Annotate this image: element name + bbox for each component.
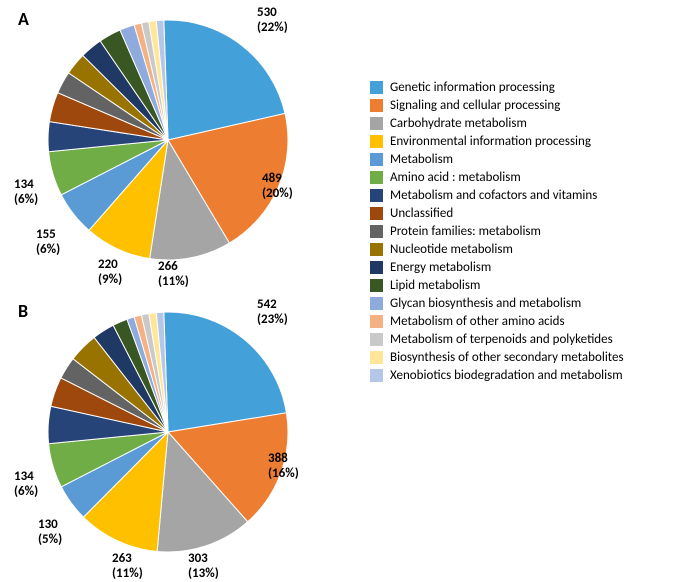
slice-callout: 263 (11%)	[112, 552, 143, 582]
legend-swatch	[370, 207, 383, 220]
slice-callout: 220 (9%)	[98, 258, 122, 288]
legend-label: Metabolism of terpenoids and polyketides	[390, 332, 613, 347]
legend-label: Nucleotide metabolism	[390, 242, 513, 257]
legend-swatch	[370, 189, 383, 202]
legend-label: Biosynthesis of other secondary metaboli…	[390, 350, 624, 365]
legend-swatch	[370, 81, 383, 94]
legend-swatch	[370, 369, 383, 382]
slice-callout: 303 (13%)	[188, 552, 219, 582]
legend-label: Glycan biosynthesis and metabolism	[390, 296, 581, 311]
legend-swatch	[370, 99, 383, 112]
legend-item: Metabolism of terpenoids and polyketides	[370, 332, 680, 347]
legend-item: Carbohydrate metabolism	[370, 116, 680, 131]
legend-label: Genetic information processing	[390, 80, 555, 95]
legend-swatch	[370, 135, 383, 148]
legend-item: Environmental information processing	[370, 134, 680, 149]
slice-callout: 266 (11%)	[158, 260, 189, 290]
slice-callout: 134 (6%)	[14, 470, 38, 500]
legend-label: Metabolism and cofactors and vitamins	[390, 188, 597, 203]
legend-label: Metabolism of other amino acids	[390, 314, 565, 329]
slice-callout: 130 (5%)	[38, 518, 62, 548]
slice-callout: 530 (22%)	[257, 6, 288, 36]
legend-swatch	[370, 153, 383, 166]
legend-swatch	[370, 243, 383, 256]
legend-swatch	[370, 225, 383, 238]
legend-item: Unclassified	[370, 206, 680, 221]
legend-swatch	[370, 117, 383, 130]
legend-label: Protein families: metabolism	[390, 224, 541, 239]
panel-label-a: A	[18, 8, 29, 30]
legend-item: Biosynthesis of other secondary metaboli…	[370, 350, 680, 365]
legend-item: Nucleotide metabolism	[370, 242, 680, 257]
legend-label: Lipid metabolism	[390, 278, 480, 293]
legend-item: Protein families: metabolism	[370, 224, 680, 239]
legend-label: Xenobiotics biodegradation and metabolis…	[390, 368, 623, 383]
legend-label: Metabolism	[390, 152, 453, 167]
legend: Genetic information processing Signaling …	[370, 80, 680, 386]
legend-item: Metabolism	[370, 152, 680, 167]
pie-b-svg	[44, 308, 292, 556]
legend-item: Amino acid : metabolism	[370, 170, 680, 185]
legend-item: Genetic information processing	[370, 80, 680, 95]
slice-callout: 542 (23%)	[257, 298, 288, 328]
legend-swatch	[370, 279, 383, 292]
slice-callout: 134 (6%)	[14, 178, 38, 208]
legend-swatch	[370, 297, 383, 310]
legend-swatch	[370, 261, 383, 274]
legend-label: Energy metabolism	[390, 260, 491, 275]
panel-label-b: B	[18, 300, 28, 322]
legend-label: Unclassified	[390, 206, 453, 221]
slice-callout: 489 (20%)	[262, 172, 293, 202]
legend-label: Environmental information processing	[390, 134, 591, 149]
legend-item: Metabolism of other amino acids	[370, 314, 680, 329]
legend-swatch	[370, 351, 383, 364]
legend-item: Signaling and cellular processing	[370, 98, 680, 113]
legend-swatch	[370, 171, 383, 184]
pie-slice	[164, 312, 287, 432]
legend-item: Metabolism and cofactors and vitamins	[370, 188, 680, 203]
legend-swatch	[370, 333, 383, 346]
legend-item: Lipid metabolism	[370, 278, 680, 293]
legend-label: Carbohydrate metabolism	[390, 116, 527, 131]
slice-callout: 155 (6%)	[36, 228, 60, 258]
legend-item: Glycan biosynthesis and metabolism	[370, 296, 680, 311]
pie-a-svg	[44, 16, 292, 264]
legend-label: Amino acid : metabolism	[390, 170, 521, 185]
slice-callout: 388 (16%)	[268, 452, 299, 482]
legend-label: Signaling and cellular processing	[390, 98, 560, 113]
legend-swatch	[370, 315, 383, 328]
legend-item: Xenobiotics biodegradation and metabolis…	[370, 368, 680, 383]
legend-item: Energy metabolism	[370, 260, 680, 275]
